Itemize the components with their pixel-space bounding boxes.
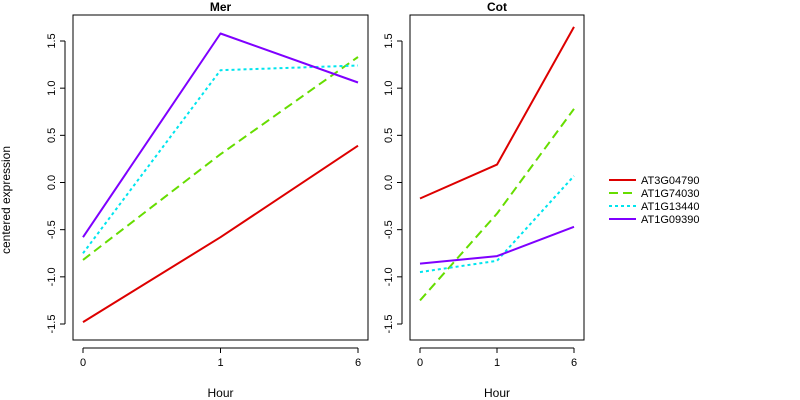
y-axis-title: centered expression [0,146,13,254]
y-tick-label: 1.5 [383,33,395,48]
panel-cot: Cot -1.5 -1.0 -0.5 0.0 0.5 1.0 1.5 0 1 6 Hour [383,0,585,400]
legend-label: AT1G09390 [641,214,700,226]
y-tick-label: 0.5 [46,128,58,143]
series-line-at1g13440 [419,175,575,274]
x-tick-label: 0 [80,357,86,369]
y-tick-label: 1.5 [46,33,58,48]
x-axis-title: Hour [484,386,510,400]
y-tick-label: -0.5 [383,220,395,239]
series-line-at1g09390 [419,225,575,265]
series-line-at1g74030 [419,108,575,302]
legend-label: AT3G04790 [641,175,700,187]
x-tick-label: 6 [355,357,361,369]
plot-frame [409,14,585,341]
y-tick-label: -1.0 [383,267,395,286]
x-tick-label: 1 [494,357,500,369]
panel-title: Cot [487,0,507,14]
series-line-at1g13440 [82,64,359,254]
series-line-at1g74030 [82,56,359,261]
x-tick-label: 6 [571,357,577,369]
series-line-at3g04790 [82,144,359,323]
x-axis-title: Hour [207,386,233,400]
y-tick-label: 1.0 [46,81,58,96]
series-line-at3g04790 [419,26,575,200]
plot-frame [72,14,369,341]
panel-mer: Mer -1.5 -1.0 -0.5 0.0 0.5 1.0 1.5 0 1 6 Hour [46,0,369,400]
legend-label: AT1G74030 [641,188,700,200]
series-line-at1g09390 [82,32,359,238]
y-tick-label: 0.0 [46,175,58,190]
legend-label: AT1G13440 [641,201,700,213]
x-tick-label: 1 [217,357,223,369]
y-tick-label: -1.5 [383,315,395,334]
y-tick-label: 1.0 [383,81,395,96]
panel-title: Mer [210,0,232,14]
y-tick-label: 0.5 [383,128,395,143]
y-tick-label: -0.5 [46,220,58,239]
y-tick-label: 0.0 [383,175,395,190]
y-tick-label: -1.0 [46,267,58,286]
y-tick-label: -1.5 [46,315,58,334]
x-tick-label: 0 [417,357,423,369]
